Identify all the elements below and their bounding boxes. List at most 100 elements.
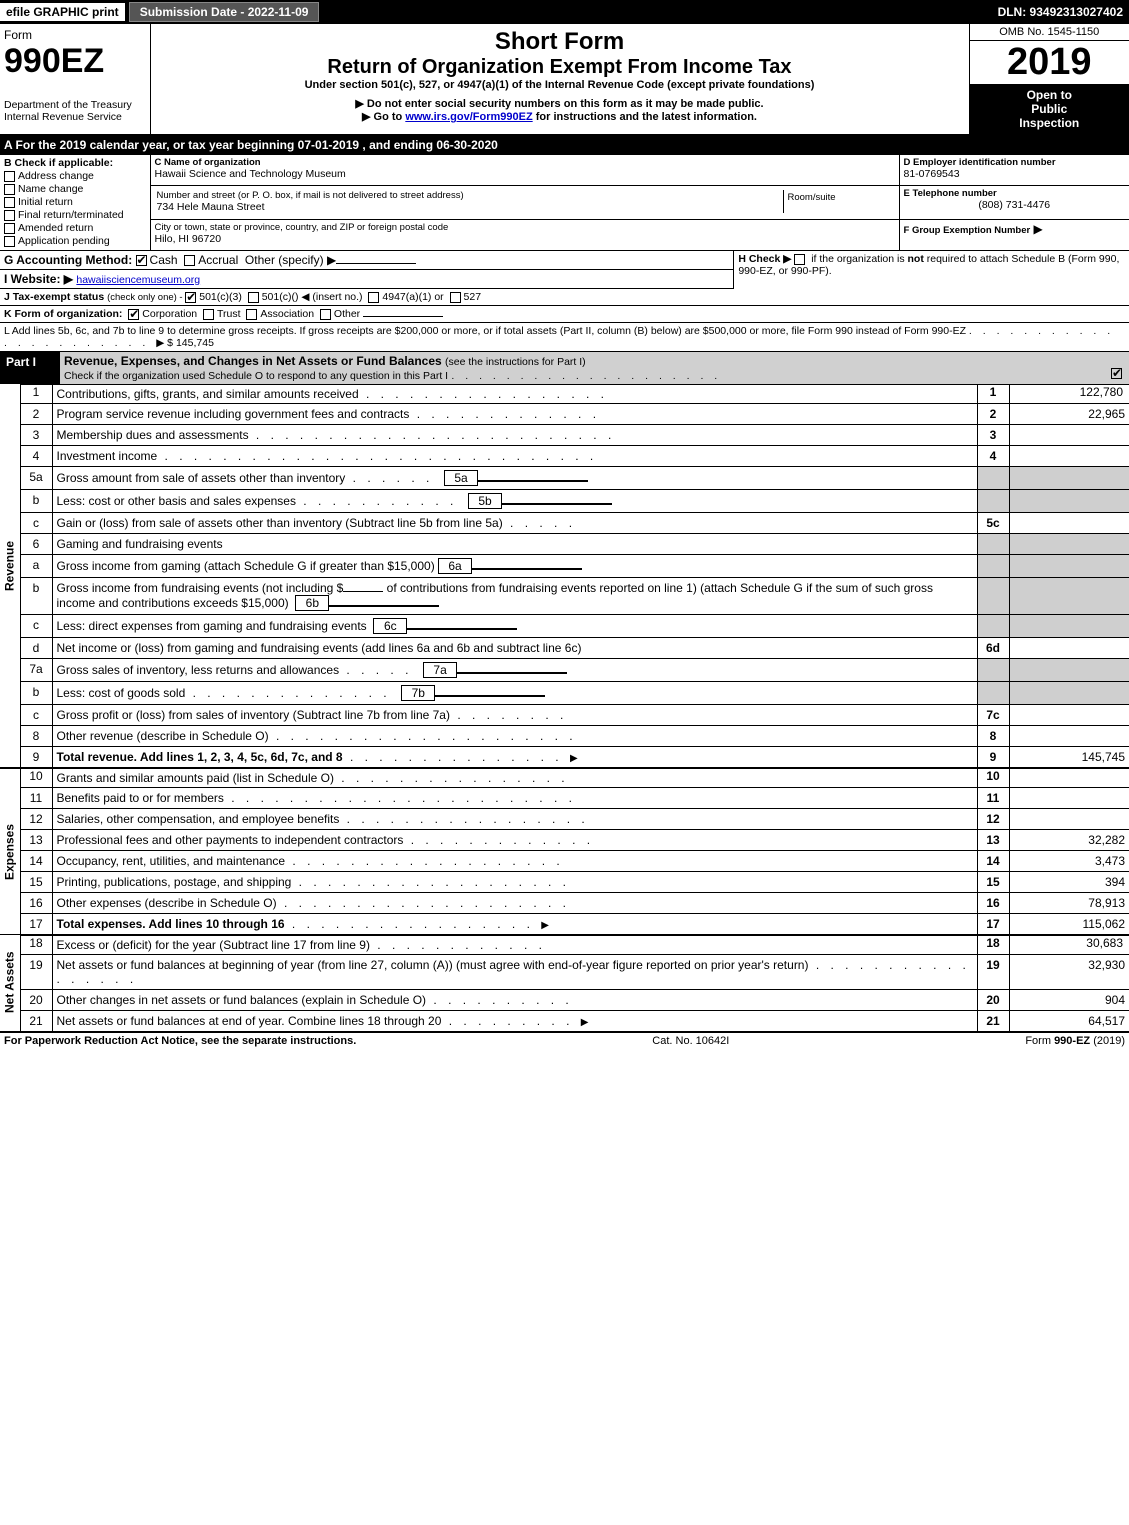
row6a-num: a — [20, 555, 52, 578]
row2-num: 2 — [20, 404, 52, 425]
G-cash: Cash — [150, 253, 178, 267]
arrow-icon — [581, 1014, 589, 1028]
row11-val — [1009, 788, 1129, 809]
E-label: E Telephone number — [904, 188, 1126, 199]
row17-desc: Total expenses. Add lines 10 through 16 … — [52, 914, 977, 936]
row16-box: 16 — [977, 893, 1009, 914]
G-cash-check[interactable] — [136, 255, 147, 266]
footer-right: Form 990-EZ (2019) — [1025, 1035, 1125, 1047]
row21-num: 21 — [20, 1011, 52, 1032]
row6b-desc: Gross income from fundraising events (no… — [52, 578, 977, 615]
row15-val: 394 — [1009, 872, 1129, 893]
row10-desc: Grants and similar amounts paid (list in… — [52, 768, 977, 788]
open2: Public — [974, 102, 1126, 116]
row12-val — [1009, 809, 1129, 830]
row14-box: 14 — [977, 851, 1009, 872]
B-opt-initial[interactable]: Initial return — [4, 196, 146, 208]
row16-num: 16 — [20, 893, 52, 914]
K-other-input[interactable] — [363, 316, 443, 317]
row9-num: 9 — [20, 747, 52, 769]
J-pre: J Tax-exempt status — [4, 291, 107, 303]
row6a-mbox: 6a — [438, 558, 472, 574]
K-corp[interactable] — [128, 309, 139, 320]
H-text1: H Check ▶ — [738, 253, 791, 265]
row6b-mbox: 6b — [295, 595, 329, 611]
J-4947[interactable] — [368, 292, 379, 303]
row10-val — [1009, 768, 1129, 788]
side-expenses: Expenses — [0, 768, 20, 935]
row5b-desc: Less: cost or other basis and sales expe… — [52, 490, 977, 513]
row13-num: 13 — [20, 830, 52, 851]
form-small: Form — [4, 28, 146, 42]
row13-val: 32,282 — [1009, 830, 1129, 851]
box-B: B Check if applicable: Address change Na… — [0, 155, 150, 250]
row18-box: 18 — [977, 935, 1009, 955]
row9-val: 145,745 — [1009, 747, 1129, 769]
row11-box: 11 — [977, 788, 1009, 809]
G-accrual-check[interactable] — [184, 255, 195, 266]
J-501c[interactable] — [248, 292, 259, 303]
C-city: Hilo, HI 96720 — [155, 233, 895, 245]
row4-num: 4 — [20, 446, 52, 467]
row17-box: 17 — [977, 914, 1009, 936]
row5a-graybox — [977, 467, 1009, 490]
irs-link[interactable]: www.irs.gov/Form990EZ — [405, 111, 532, 123]
row3-box: 3 — [977, 425, 1009, 446]
C-city-label: City or town, state or province, country… — [155, 222, 895, 233]
row4-box: 4 — [977, 446, 1009, 467]
G-label: G Accounting Method: — [4, 253, 132, 267]
H-check[interactable] — [794, 254, 805, 265]
row8-box: 8 — [977, 726, 1009, 747]
row5b-num: b — [20, 490, 52, 513]
line-A: A For the 2019 calendar year, or tax yea… — [0, 136, 1129, 155]
K-other[interactable] — [320, 309, 331, 320]
row14-num: 14 — [20, 851, 52, 872]
note2-pre: ▶ Go to — [362, 111, 405, 123]
row10-num: 10 — [20, 768, 52, 788]
row20-num: 20 — [20, 990, 52, 1011]
F-label: F Group Exemption Number — [904, 225, 1031, 236]
line-K: K Form of organization: Corporation Trus… — [0, 306, 1129, 323]
open3: Inspection — [974, 116, 1126, 130]
row6d-desc: Net income or (loss) from gaming and fun… — [52, 638, 977, 659]
J-527[interactable] — [450, 292, 461, 303]
row19-val: 32,930 — [1009, 955, 1129, 990]
G-other-input[interactable] — [336, 263, 416, 264]
K-assoc[interactable] — [246, 309, 257, 320]
form-title-1: Short Form — [159, 28, 961, 56]
B-opt-amended[interactable]: Amended return — [4, 222, 146, 234]
B-opt-address[interactable]: Address change — [4, 170, 146, 182]
tax-year: 2019 — [970, 41, 1129, 84]
row3-desc: Membership dues and assessments . . . . … — [52, 425, 977, 446]
B-opt-name[interactable]: Name change — [4, 183, 146, 195]
partI-scheduleO-check[interactable] — [1111, 368, 1122, 379]
row17-val: 115,062 — [1009, 914, 1129, 936]
row5a-mval — [478, 480, 588, 482]
D-value: 81-0769543 — [904, 168, 1126, 180]
B-opt-final[interactable]: Final return/terminated — [4, 209, 146, 221]
row21-val: 64,517 — [1009, 1011, 1129, 1032]
B-opt-pending[interactable]: Application pending — [4, 235, 146, 247]
partI-check-line: Check if the organization used Schedule … — [64, 370, 448, 382]
K-trust[interactable] — [203, 309, 214, 320]
C-label: C Name of organization — [155, 157, 895, 168]
row6b-blank[interactable] — [343, 591, 383, 592]
C-name: Hawaii Science and Technology Museum — [155, 168, 895, 180]
H-not: not — [908, 253, 924, 265]
row17-num: 17 — [20, 914, 52, 936]
J-501c3[interactable] — [185, 292, 196, 303]
row12-desc: Salaries, other compensation, and employ… — [52, 809, 977, 830]
row6-desc: Gaming and fundraising events — [52, 534, 977, 555]
row12-box: 12 — [977, 809, 1009, 830]
dept-line2: Internal Revenue Service — [4, 111, 146, 123]
row7c-val — [1009, 705, 1129, 726]
row19-desc: Net assets or fund balances at beginning… — [52, 955, 977, 990]
row6a-desc: Gross income from gaming (attach Schedul… — [52, 555, 977, 578]
partI-label: Part I — [0, 352, 60, 384]
partI-title-sub: (see the instructions for Part I) — [445, 356, 586, 368]
row7a-num: 7a — [20, 659, 52, 682]
I-website[interactable]: hawaiisciencemuseum.org — [76, 274, 200, 286]
row16-val: 78,913 — [1009, 893, 1129, 914]
B-label: B Check if applicable: — [4, 157, 146, 169]
efile-label: efile GRAPHIC print — [0, 3, 125, 21]
